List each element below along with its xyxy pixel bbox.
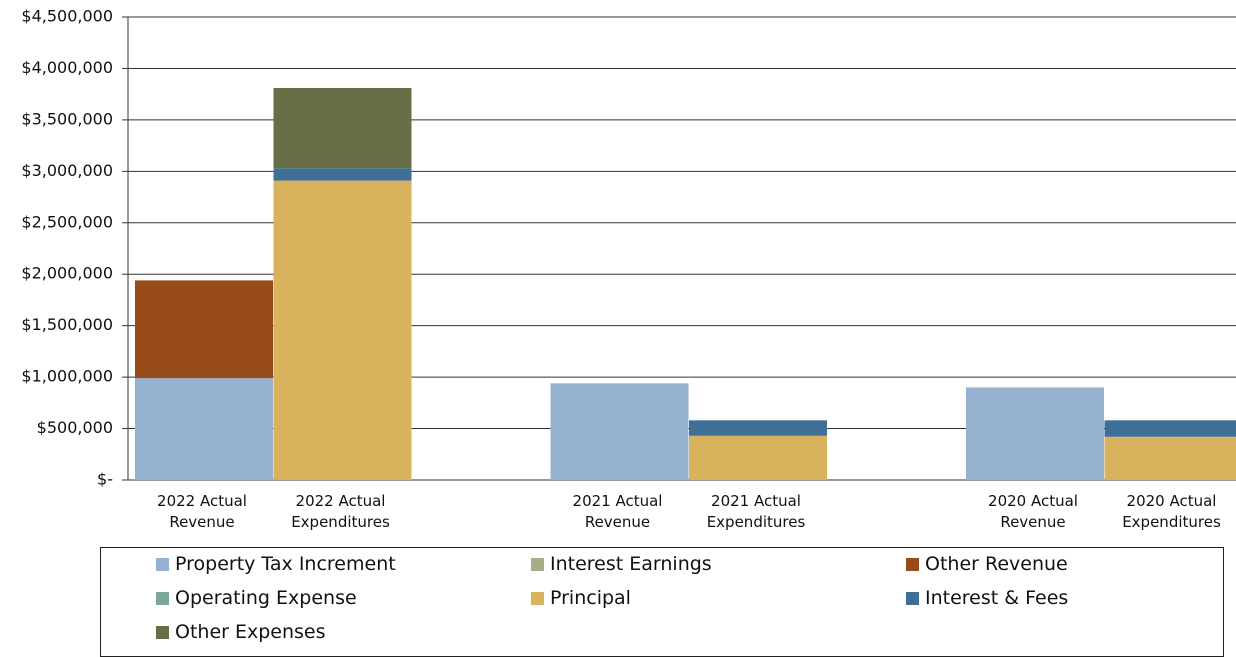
legend-swatch — [531, 558, 544, 571]
x-tick-label: 2022 Actual Expenditures — [272, 491, 410, 533]
y-tick-label: $3,000,000 — [21, 161, 113, 180]
legend-label: Principal — [550, 587, 631, 609]
x-tick-label: 2021 Actual Expenditures — [687, 491, 825, 533]
bar-segment — [689, 420, 827, 435]
x-tick-label: 2020 Actual Expenditures — [1103, 491, 1236, 533]
y-tick-label: $- — [97, 470, 113, 489]
y-tick-label: $4,000,000 — [21, 58, 113, 77]
y-tick-label: $2,500,000 — [21, 212, 113, 231]
y-tick-label: $1,500,000 — [21, 315, 113, 334]
legend-label: Other Expenses — [175, 621, 326, 643]
bar-segment — [966, 387, 1104, 480]
legend-swatch — [906, 592, 919, 605]
legend-item: Interest Earnings — [531, 553, 712, 575]
x-tick-label: 2022 Actual Revenue — [133, 491, 271, 533]
legend-swatch — [156, 592, 169, 605]
bar-segment — [274, 168, 412, 180]
legend-label: Operating Expense — [175, 587, 357, 609]
bar-segment — [274, 88, 412, 168]
y-tick-label: $500,000 — [37, 418, 113, 437]
bar-segment — [1105, 437, 1236, 480]
legend-swatch — [156, 558, 169, 571]
legend-label: Interest Earnings — [550, 553, 712, 575]
legend-item: Other Expenses — [156, 621, 326, 643]
bar-segment — [1105, 420, 1236, 436]
legend-item: Other Revenue — [906, 553, 1068, 575]
x-tick-label: 2021 Actual Revenue — [549, 491, 687, 533]
bar-segment — [689, 436, 827, 480]
legend: Property Tax Increment Interest Earnings O… — [100, 547, 1224, 657]
bar-segment — [135, 280, 273, 378]
bar-segment — [551, 383, 689, 480]
legend-swatch — [531, 592, 544, 605]
legend-swatch — [906, 558, 919, 571]
y-tick-label: $3,500,000 — [21, 109, 113, 128]
y-tick-label: $2,000,000 — [21, 264, 113, 283]
legend-label: Interest & Fees — [925, 587, 1068, 609]
bar-segment — [274, 181, 412, 480]
x-tick-label: 2020 Actual Revenue — [964, 491, 1102, 533]
y-tick-label: $1,000,000 — [21, 367, 113, 386]
legend-item: Principal — [531, 587, 631, 609]
legend-item: Property Tax Increment — [156, 553, 396, 575]
legend-item: Operating Expense — [156, 587, 357, 609]
legend-swatch — [156, 626, 169, 639]
legend-item: Interest & Fees — [906, 587, 1068, 609]
legend-label: Property Tax Increment — [175, 553, 396, 575]
y-tick-label: $4,500,000 — [21, 7, 113, 26]
bar-segment — [135, 378, 273, 480]
legend-label: Other Revenue — [925, 553, 1068, 575]
